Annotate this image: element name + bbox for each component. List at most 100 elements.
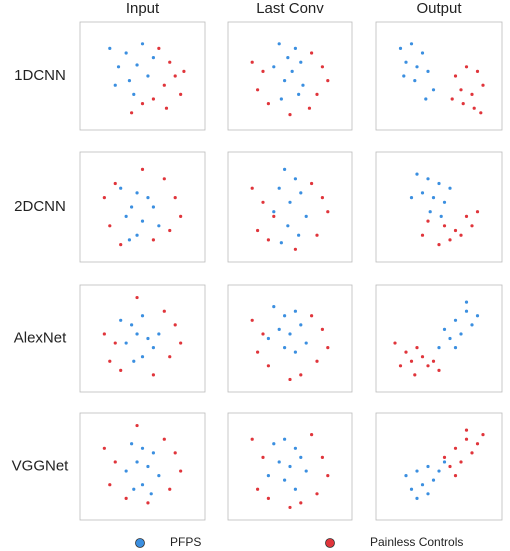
point <box>182 69 186 73</box>
point <box>398 46 403 51</box>
point <box>164 106 169 110</box>
point <box>442 224 447 228</box>
point <box>431 359 436 363</box>
point <box>261 200 265 204</box>
point <box>464 300 469 304</box>
point <box>472 106 476 110</box>
plot-frame <box>375 412 503 521</box>
point <box>130 111 134 115</box>
point <box>149 492 153 496</box>
point <box>420 233 425 237</box>
point <box>132 92 136 96</box>
point <box>113 83 117 87</box>
point <box>442 460 447 464</box>
point <box>310 433 314 437</box>
point <box>393 341 397 345</box>
point <box>415 346 419 350</box>
point <box>256 228 260 233</box>
point <box>459 233 463 237</box>
point <box>157 474 161 478</box>
point <box>326 474 330 478</box>
point <box>288 332 292 336</box>
point <box>124 214 128 218</box>
plot-frame <box>227 412 353 521</box>
point <box>297 233 301 237</box>
point <box>130 205 134 209</box>
point <box>168 355 172 359</box>
point <box>250 186 254 190</box>
point <box>299 455 303 459</box>
point <box>283 167 287 171</box>
point <box>299 373 303 377</box>
point <box>420 355 425 359</box>
point <box>266 336 270 341</box>
point <box>286 56 290 60</box>
point <box>266 474 270 478</box>
plot-frame <box>227 284 353 393</box>
point <box>437 368 441 372</box>
point <box>404 60 408 64</box>
point <box>135 233 139 237</box>
point <box>310 51 314 55</box>
row-label: 1DCNN <box>14 67 66 84</box>
point <box>453 318 458 322</box>
point <box>135 332 139 336</box>
point <box>130 323 134 327</box>
point <box>459 460 463 464</box>
point <box>283 346 287 350</box>
point <box>272 305 276 309</box>
point <box>290 69 294 73</box>
point <box>420 51 425 55</box>
point <box>283 79 287 83</box>
point <box>283 478 287 482</box>
point <box>140 102 145 106</box>
point <box>116 65 121 69</box>
point <box>140 355 145 359</box>
point <box>453 74 458 78</box>
plot-frame <box>375 284 503 393</box>
point <box>283 437 287 441</box>
point <box>448 336 452 341</box>
point <box>402 74 406 78</box>
point <box>168 60 172 64</box>
point <box>420 483 425 487</box>
point <box>464 428 469 432</box>
point <box>315 359 319 363</box>
point <box>130 442 134 446</box>
row-label: 2DCNN <box>14 198 66 215</box>
point <box>315 492 319 496</box>
point <box>299 60 303 64</box>
point <box>102 196 106 200</box>
point <box>428 210 432 214</box>
point <box>293 487 297 491</box>
point <box>475 442 480 446</box>
point <box>277 186 281 190</box>
row-label: VGGNet <box>12 457 70 474</box>
point <box>157 46 161 51</box>
point <box>135 423 139 428</box>
point <box>297 92 301 96</box>
point <box>431 88 436 92</box>
point <box>288 200 292 204</box>
point <box>173 451 177 455</box>
point <box>437 243 441 247</box>
point <box>119 368 123 372</box>
point <box>320 65 324 69</box>
point <box>256 88 260 92</box>
legend-label: PFPS <box>170 535 201 549</box>
point <box>439 214 443 218</box>
point <box>261 332 265 336</box>
plot-frame <box>79 284 206 393</box>
point <box>173 74 177 78</box>
point <box>277 460 281 464</box>
point <box>293 309 297 313</box>
column-title: Last Conv <box>256 0 324 17</box>
point <box>124 496 128 500</box>
legend-label: Painless Controls <box>370 535 463 549</box>
plot-frame <box>79 21 206 131</box>
point <box>450 97 454 101</box>
point <box>310 181 314 186</box>
point <box>108 224 112 228</box>
point <box>426 464 430 469</box>
point <box>283 314 287 318</box>
